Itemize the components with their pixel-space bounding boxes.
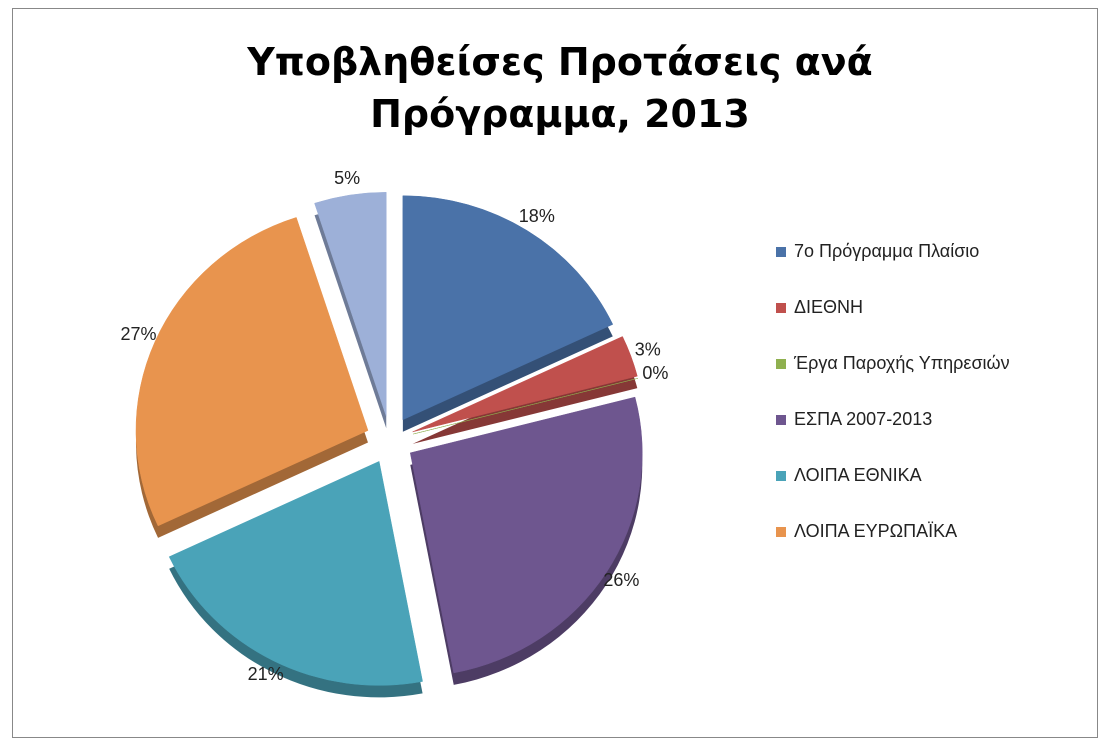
legend-swatch xyxy=(776,247,786,257)
data-label: 18% xyxy=(519,206,555,226)
data-label: 27% xyxy=(121,324,157,344)
data-label: 0% xyxy=(642,363,668,383)
slice xyxy=(168,461,423,686)
slice xyxy=(412,336,638,433)
legend-swatch xyxy=(776,471,786,481)
slice xyxy=(135,217,369,527)
legend-label: 7ο Πρόγραμμα Πλαίσιο xyxy=(794,241,979,261)
legend-swatch xyxy=(776,303,786,313)
slice xyxy=(409,396,643,674)
legend-swatch xyxy=(776,359,786,369)
legend-label: ΔΙΕΘΝΗ xyxy=(794,297,863,317)
data-label: 5% xyxy=(334,168,360,188)
legend-swatch xyxy=(776,527,786,537)
data-label: 3% xyxy=(635,339,661,359)
legend-label: ΕΣΠΑ 2007-2013 xyxy=(794,409,932,429)
data-label: 21% xyxy=(248,664,284,684)
legend-swatch xyxy=(776,415,786,425)
legend-label: ΛΟΙΠΑ ΕΥΡΩΠΑΪΚΑ xyxy=(794,521,957,541)
slice xyxy=(413,378,639,435)
chart-frame xyxy=(12,8,1098,738)
data-label: 26% xyxy=(603,570,639,590)
legend-label: ΛΟΙΠΑ ΕΘΝΙΚΑ xyxy=(794,465,922,485)
slice xyxy=(314,192,387,417)
slice xyxy=(402,195,614,421)
chart-title: Υποβληθείσες Προτάσεις ανά Πρόγραμμα, 20… xyxy=(247,40,873,136)
legend-label: Έργα Παροχής Υπηρεσιών xyxy=(793,353,1010,373)
